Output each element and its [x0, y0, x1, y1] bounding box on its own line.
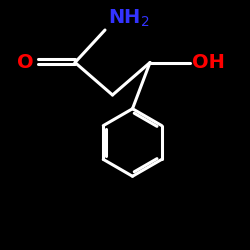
- Text: OH: OH: [192, 53, 225, 72]
- Text: NH$_2$: NH$_2$: [108, 8, 149, 29]
- Text: O: O: [17, 53, 34, 72]
